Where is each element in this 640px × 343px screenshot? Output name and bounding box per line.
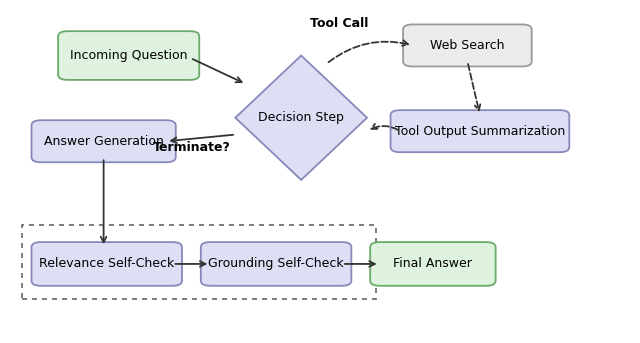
Text: Answer Generation: Answer Generation	[44, 135, 164, 148]
Text: Terminate?: Terminate?	[152, 141, 230, 154]
Text: Final Answer: Final Answer	[394, 258, 472, 270]
Text: Incoming Question: Incoming Question	[70, 49, 188, 62]
Text: Web Search: Web Search	[430, 39, 505, 52]
FancyBboxPatch shape	[390, 110, 570, 152]
FancyBboxPatch shape	[201, 242, 351, 286]
Polygon shape	[236, 56, 367, 180]
FancyBboxPatch shape	[370, 242, 495, 286]
FancyBboxPatch shape	[403, 24, 532, 67]
Text: Decision Step: Decision Step	[259, 111, 344, 124]
FancyBboxPatch shape	[31, 120, 176, 162]
Text: Relevance Self-Check: Relevance Self-Check	[39, 258, 174, 270]
Text: Tool Output Summarization: Tool Output Summarization	[395, 125, 565, 138]
Text: Grounding Self-Check: Grounding Self-Check	[208, 258, 344, 270]
FancyBboxPatch shape	[58, 31, 199, 80]
FancyBboxPatch shape	[31, 242, 182, 286]
Text: Tool Call: Tool Call	[310, 17, 368, 30]
